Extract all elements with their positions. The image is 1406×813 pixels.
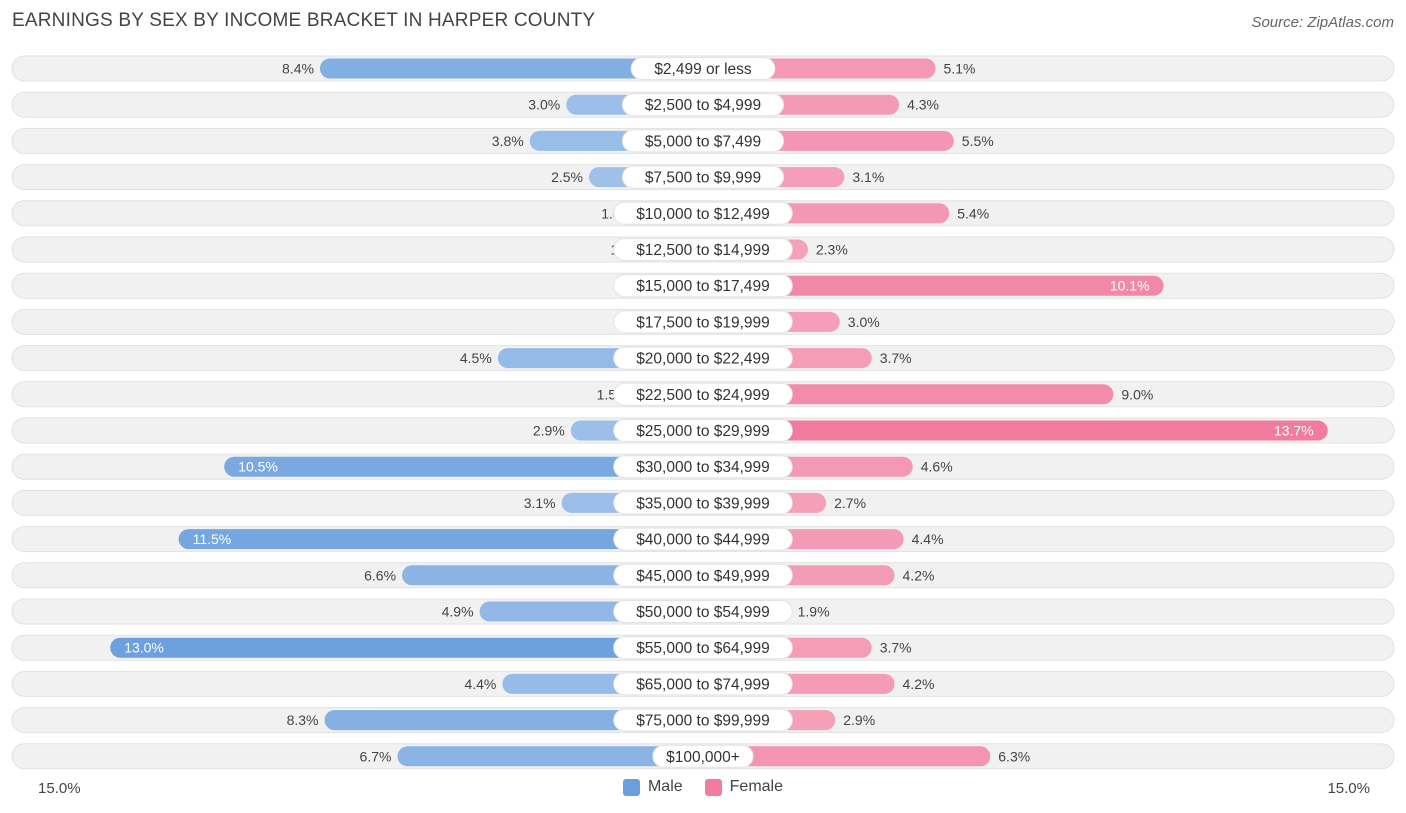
legend-label-female: Female bbox=[729, 778, 784, 795]
female-value-label: 2.9% bbox=[843, 712, 875, 728]
category-label: $10,000 to $12,499 bbox=[636, 206, 770, 223]
category-label: $35,000 to $39,999 bbox=[636, 495, 770, 512]
female-value-label: 9.0% bbox=[1121, 386, 1153, 402]
category-label: $17,500 to $19,999 bbox=[636, 314, 770, 331]
female-bar bbox=[703, 275, 1164, 296]
male-value-label: 3.8% bbox=[492, 133, 524, 149]
category-pill bbox=[613, 346, 793, 370]
axis-right-label: 15.0% bbox=[1327, 780, 1370, 797]
axis-left-label: 15.0% bbox=[38, 780, 81, 797]
category-pill bbox=[613, 636, 793, 660]
category-pill bbox=[613, 310, 793, 334]
female-value-label: 2.7% bbox=[834, 495, 866, 511]
category-label: $50,000 to $54,999 bbox=[636, 604, 770, 621]
female-value-label: 4.2% bbox=[903, 567, 935, 583]
category-label: $75,000 to $99,999 bbox=[636, 713, 770, 730]
female-value-label: 13.7% bbox=[1274, 423, 1314, 439]
category-pill bbox=[613, 201, 793, 225]
category-label: $65,000 to $74,999 bbox=[636, 676, 770, 693]
category-pill bbox=[613, 455, 793, 479]
female-value-label: 3.0% bbox=[848, 314, 880, 330]
category-pill bbox=[652, 744, 754, 768]
category-pill bbox=[613, 238, 793, 261]
legend-swatch-male bbox=[622, 778, 640, 796]
male-value-label: 3.1% bbox=[524, 495, 556, 511]
category-pill bbox=[613, 491, 793, 515]
female-value-label: 3.7% bbox=[880, 640, 912, 656]
male-bar bbox=[324, 710, 703, 731]
male-value-label: 6.7% bbox=[360, 748, 392, 764]
chart-title: EARNINGS BY SEX BY INCOME BRACKET IN HAR… bbox=[12, 10, 596, 31]
male-value-label: 8.3% bbox=[287, 712, 319, 728]
female-value-label: 10.1% bbox=[1110, 278, 1150, 294]
legend-swatch-female bbox=[704, 778, 722, 796]
category-label: $2,499 or less bbox=[654, 61, 752, 78]
female-value-label: 5.5% bbox=[962, 133, 994, 149]
legend-item-female[interactable]: Female bbox=[704, 778, 784, 796]
male-value-label: 4.5% bbox=[460, 350, 492, 366]
female-value-label: 5.1% bbox=[944, 61, 976, 77]
legend-label-male: Male bbox=[647, 778, 683, 795]
female-bar bbox=[703, 746, 991, 767]
category-pill bbox=[613, 672, 793, 696]
legend-item-male[interactable]: Male bbox=[622, 778, 683, 796]
male-value-label: 4.9% bbox=[442, 604, 474, 620]
category-pill bbox=[630, 57, 776, 80]
category-label: $40,000 to $44,999 bbox=[636, 532, 770, 549]
male-value-label: 8.4% bbox=[282, 61, 314, 77]
male-value-label: 2.9% bbox=[533, 423, 565, 439]
male-bar bbox=[110, 637, 703, 658]
category-pill bbox=[613, 419, 793, 442]
category-label: $25,000 to $29,999 bbox=[636, 423, 770, 440]
female-value-label: 1.9% bbox=[798, 604, 830, 620]
female-value-label: 2.3% bbox=[816, 242, 848, 258]
female-value-label: 4.4% bbox=[912, 531, 944, 547]
category-pill bbox=[613, 563, 793, 587]
female-bar bbox=[703, 420, 1328, 441]
category-label: $7,500 to $9,999 bbox=[645, 170, 761, 187]
category-label: $5,000 to $7,499 bbox=[645, 133, 761, 150]
category-pill bbox=[621, 165, 785, 189]
source-label: Source: ZipAtlas.com bbox=[1251, 14, 1394, 31]
category-pill bbox=[613, 600, 793, 623]
male-bar bbox=[397, 746, 703, 767]
female-value-label: 3.7% bbox=[880, 350, 912, 366]
category-pill bbox=[613, 527, 793, 551]
category-pill bbox=[621, 93, 785, 117]
category-label: $55,000 to $64,999 bbox=[636, 640, 770, 657]
male-bar bbox=[224, 456, 703, 477]
female-value-label: 3.1% bbox=[852, 169, 884, 185]
category-pill bbox=[613, 274, 793, 298]
female-bar bbox=[703, 384, 1114, 405]
female-value-label: 4.3% bbox=[907, 97, 939, 113]
income-bracket-chart: 8.4% 5.1% $2,499 or less 3.0% 4.3% $2,500 to … bbox=[11, 55, 1395, 770]
category-pill bbox=[621, 129, 785, 153]
category-label: $12,500 to $14,999 bbox=[636, 242, 770, 259]
male-value-label: 13.0% bbox=[124, 640, 164, 656]
female-value-label: 6.3% bbox=[998, 748, 1030, 764]
category-label: $45,000 to $49,999 bbox=[636, 568, 770, 585]
legend: Male Female bbox=[0, 778, 1406, 796]
male-bar bbox=[319, 58, 703, 79]
female-value-label: 4.6% bbox=[921, 459, 953, 475]
category-label: $20,000 to $22,499 bbox=[636, 351, 770, 368]
male-bar bbox=[178, 529, 704, 550]
female-value-label: 4.2% bbox=[903, 676, 935, 692]
category-pill bbox=[613, 708, 793, 732]
category-label: $100,000+ bbox=[666, 749, 740, 766]
male-value-label: 2.5% bbox=[551, 169, 583, 185]
category-label: $30,000 to $34,999 bbox=[636, 459, 770, 476]
category-pill bbox=[613, 382, 793, 406]
female-value-label: 5.4% bbox=[957, 205, 989, 221]
category-label: $22,500 to $24,999 bbox=[636, 387, 770, 404]
male-value-label: 4.4% bbox=[464, 676, 496, 692]
category-label: $15,000 to $17,499 bbox=[636, 278, 770, 295]
male-value-label: 10.5% bbox=[238, 459, 278, 475]
category-label: $2,500 to $4,999 bbox=[645, 97, 761, 114]
male-value-label: 11.5% bbox=[193, 531, 232, 547]
male-value-label: 6.6% bbox=[364, 567, 396, 583]
male-value-label: 3.0% bbox=[528, 97, 560, 113]
